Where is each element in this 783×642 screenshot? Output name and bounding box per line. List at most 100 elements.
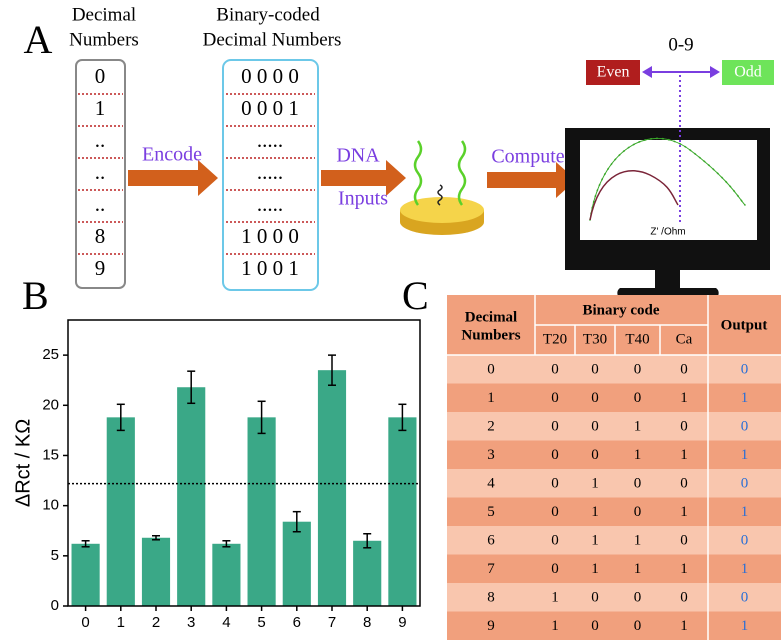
table-cell: 0 [741, 476, 749, 492]
bar [317, 370, 347, 606]
header-output: Output [721, 317, 768, 333]
table-cell: 1 [551, 590, 559, 606]
table-cell: 0 [634, 590, 642, 606]
bar [141, 537, 171, 606]
table-cell: 1 [591, 533, 599, 549]
table-row [447, 526, 781, 555]
decimal-number: .. [95, 192, 106, 216]
x-tick-label: 8 [363, 614, 371, 631]
table-cell: 1 [634, 419, 642, 435]
y-tick-label: 0 [51, 597, 59, 614]
dna-label: DNA [336, 145, 380, 167]
table-row [447, 554, 781, 583]
table-cell: 0 [487, 362, 495, 378]
header-bit: T20 [543, 331, 567, 347]
even-label: Even [597, 64, 630, 81]
table-cell: 0 [634, 362, 642, 378]
table-cell: 2 [487, 419, 495, 435]
x-axis-label: Z' /Ohm [650, 227, 685, 238]
table-cell: 0 [741, 590, 749, 606]
table-cell: 1 [741, 447, 749, 463]
decimal-number: .. [95, 160, 106, 184]
bcd-box [222, 59, 319, 291]
table-cell: 7 [487, 561, 495, 577]
monitor [565, 60, 774, 298]
table-cell: 4 [487, 476, 495, 492]
table-cell: 1 [487, 390, 495, 406]
x-tick-label: 3 [187, 614, 195, 631]
header-decimal: Decimal [465, 309, 517, 325]
decimal-number: 1 [95, 96, 106, 120]
inputs-label: Inputs [338, 188, 388, 210]
table-row [447, 440, 781, 469]
table-cell: 0 [680, 476, 688, 492]
table-cell: 0 [591, 618, 599, 634]
table-cell: 1 [680, 390, 688, 406]
table-cell: 1 [591, 476, 599, 492]
bcd-number: ..... [257, 160, 283, 184]
range-label: 0-9 [668, 34, 693, 55]
table-cell: 1 [680, 447, 688, 463]
panel-a: A Decimal Numbers Binary-coded Decimal N… [24, 4, 774, 298]
bcd-number: 1 0 0 1 [241, 256, 299, 280]
encode-label: Encode [142, 144, 202, 166]
table-cell: 0 [591, 419, 599, 435]
table-row [447, 355, 781, 384]
table-cell: 6 [487, 533, 495, 549]
table-cell: 0 [741, 533, 749, 549]
table-cell: 0 [634, 504, 642, 520]
compute-label: Compute [491, 146, 564, 168]
table-row [447, 497, 781, 526]
header-decimal: Numbers [461, 327, 520, 343]
electrode [400, 140, 484, 235]
table-cell: 1 [741, 618, 749, 634]
x-tick-label: 2 [152, 614, 160, 631]
table-cell: 0 [591, 447, 599, 463]
table-row [447, 469, 781, 498]
table-cell: 0 [591, 390, 599, 406]
table-cell: 1 [741, 390, 749, 406]
table-cell: 0 [634, 476, 642, 492]
arrows [128, 160, 576, 198]
table-cell: 1 [551, 618, 559, 634]
table-cell: 0 [551, 561, 559, 577]
table-cell: 1 [680, 618, 688, 634]
bar [106, 417, 135, 606]
table-cell: 5 [487, 504, 495, 520]
decimal-number: .. [95, 128, 106, 152]
table-cell: 0 [591, 590, 599, 606]
dynamic: 0 1...... 8 9 0 0 0 0 0 0 0 1............... 1… [12, 64, 781, 640]
table-cell: 0 [741, 419, 749, 435]
table-cell: 1 [680, 504, 688, 520]
x-tick-label: 0 [81, 614, 89, 631]
bar [388, 417, 417, 606]
table-cell: 3 [487, 447, 495, 463]
table-cell: 1 [741, 504, 749, 520]
bcd-number: 1 0 0 0 [241, 224, 299, 248]
bar [212, 543, 241, 606]
bcd-number: 0 0 0 0 [241, 64, 299, 88]
decimal-box [75, 59, 126, 289]
table-cell: 0 [551, 533, 559, 549]
decimal-title: Decimal [72, 4, 136, 25]
panel-label: A [24, 17, 53, 62]
table-cell: 0 [634, 618, 642, 634]
bcd-title: Decimal Numbers [203, 29, 342, 50]
bcd-number: ..... [257, 192, 283, 216]
decimal-title: Numbers [69, 29, 139, 50]
table-row [447, 611, 781, 640]
bcd-number: 0 0 0 1 [241, 96, 299, 120]
table-cell: 1 [634, 533, 642, 549]
table-cell: 0 [680, 533, 688, 549]
table-cell: 9 [487, 618, 495, 634]
table-cell: 0 [551, 362, 559, 378]
bcd-title: Binary-coded [216, 4, 320, 25]
x-tick-label: 9 [398, 614, 406, 631]
table-cell: 0 [551, 476, 559, 492]
y-tick-label: 10 [42, 497, 59, 514]
plot-frame [67, 319, 421, 607]
table-row [447, 412, 781, 441]
header-bit: T40 [625, 331, 649, 347]
bar [247, 417, 276, 606]
